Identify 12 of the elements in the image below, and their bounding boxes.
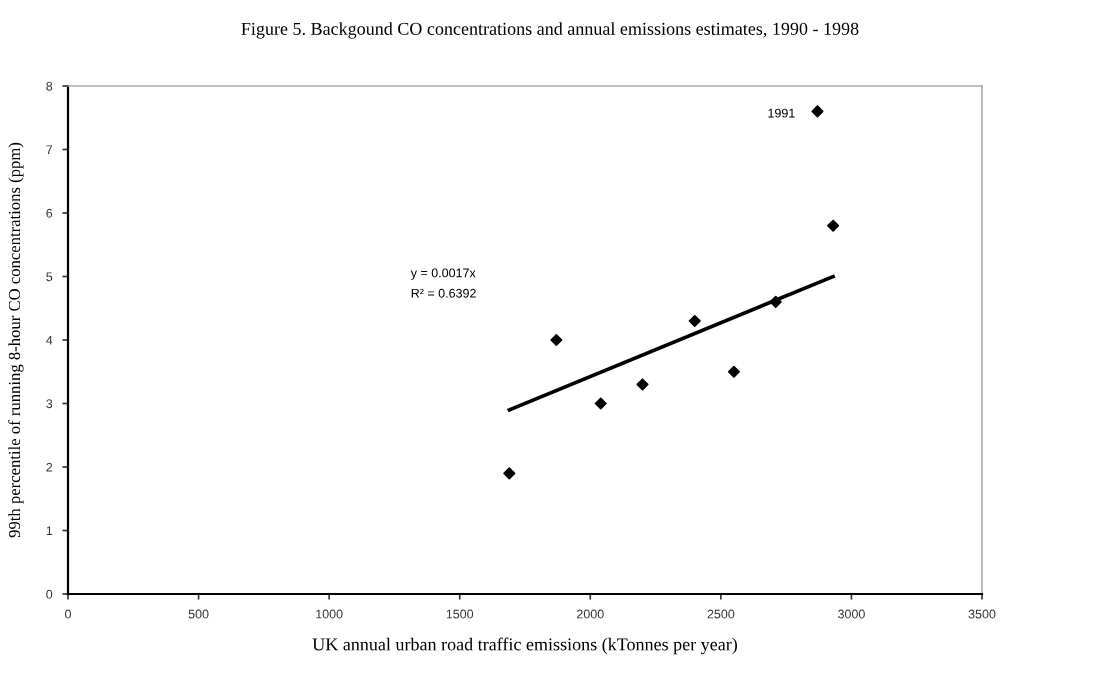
x-axis-title: UK annual urban road traffic emissions (kTonnes per year) bbox=[312, 637, 737, 655]
y-axis-title: 99th percentile of running 8-hour CO concentrations (ppm) bbox=[8, 142, 24, 538]
point bbox=[811, 105, 824, 118]
point bbox=[550, 333, 563, 347]
point bbox=[636, 378, 649, 391]
point bbox=[827, 219, 840, 232]
point bbox=[688, 314, 701, 327]
point bbox=[594, 397, 607, 410]
chart-title: Figure 5. Backgound CO concentrations and annual emissions estimates, 1990 - 1998 bbox=[241, 22, 859, 39]
point bbox=[769, 295, 782, 308]
point bbox=[727, 365, 740, 378]
point bbox=[503, 467, 516, 480]
